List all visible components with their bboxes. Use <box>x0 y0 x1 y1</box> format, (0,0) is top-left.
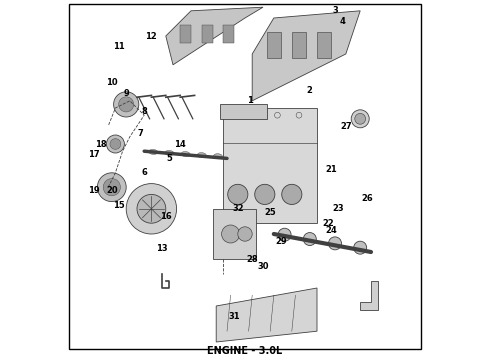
Text: 1: 1 <box>247 96 253 105</box>
Circle shape <box>119 97 134 112</box>
Bar <box>220 104 267 119</box>
Ellipse shape <box>148 149 158 154</box>
Text: 25: 25 <box>264 208 276 217</box>
Text: ENGINE - 3.0L: ENGINE - 3.0L <box>207 346 283 356</box>
Circle shape <box>137 194 166 223</box>
Circle shape <box>238 227 252 241</box>
Bar <box>223 108 317 223</box>
Text: 17: 17 <box>88 150 99 159</box>
Circle shape <box>355 113 366 124</box>
Bar <box>202 25 213 43</box>
Circle shape <box>328 237 342 250</box>
Text: 3: 3 <box>332 6 338 15</box>
Text: 14: 14 <box>174 140 186 149</box>
Text: 19: 19 <box>88 186 99 195</box>
Text: 6: 6 <box>141 168 147 177</box>
Polygon shape <box>252 11 360 101</box>
Text: 11: 11 <box>113 42 125 51</box>
Circle shape <box>255 184 275 204</box>
Text: 22: 22 <box>322 219 334 228</box>
Circle shape <box>106 135 124 153</box>
Circle shape <box>110 139 121 149</box>
Ellipse shape <box>214 154 222 159</box>
Circle shape <box>98 173 126 202</box>
Circle shape <box>228 184 248 204</box>
Text: 16: 16 <box>160 212 172 220</box>
Text: 30: 30 <box>257 262 269 271</box>
Bar <box>317 32 331 58</box>
Polygon shape <box>166 7 263 65</box>
Bar <box>223 25 234 43</box>
Text: 20: 20 <box>106 186 118 195</box>
Text: 23: 23 <box>333 204 344 213</box>
Text: 15: 15 <box>113 201 125 210</box>
Text: 8: 8 <box>141 107 147 116</box>
Text: 2: 2 <box>307 86 313 95</box>
Text: 5: 5 <box>167 154 172 163</box>
Circle shape <box>126 184 176 234</box>
Circle shape <box>114 92 139 117</box>
Circle shape <box>354 241 367 254</box>
Bar <box>180 25 191 43</box>
Text: 12: 12 <box>146 32 157 41</box>
Text: 29: 29 <box>275 237 287 246</box>
Text: 13: 13 <box>156 244 168 253</box>
Circle shape <box>282 184 302 204</box>
Polygon shape <box>216 288 317 342</box>
Ellipse shape <box>181 152 190 157</box>
Ellipse shape <box>165 150 174 156</box>
Circle shape <box>303 233 316 246</box>
Text: 31: 31 <box>228 312 240 321</box>
Circle shape <box>278 228 291 241</box>
Polygon shape <box>360 281 378 310</box>
Bar <box>213 209 256 259</box>
Text: 9: 9 <box>123 89 129 98</box>
Text: 18: 18 <box>95 140 107 149</box>
Bar <box>292 32 306 58</box>
Bar <box>267 32 281 58</box>
Text: 32: 32 <box>232 204 244 213</box>
Circle shape <box>221 225 240 243</box>
Text: 28: 28 <box>246 255 258 264</box>
Circle shape <box>351 110 369 128</box>
Text: 7: 7 <box>138 129 144 138</box>
Text: 24: 24 <box>325 226 337 235</box>
Circle shape <box>103 179 121 196</box>
Text: 4: 4 <box>339 17 345 26</box>
Text: 27: 27 <box>340 122 352 131</box>
Text: 10: 10 <box>106 78 118 87</box>
Ellipse shape <box>197 153 206 158</box>
Text: 26: 26 <box>362 194 373 202</box>
Text: 21: 21 <box>325 165 337 174</box>
